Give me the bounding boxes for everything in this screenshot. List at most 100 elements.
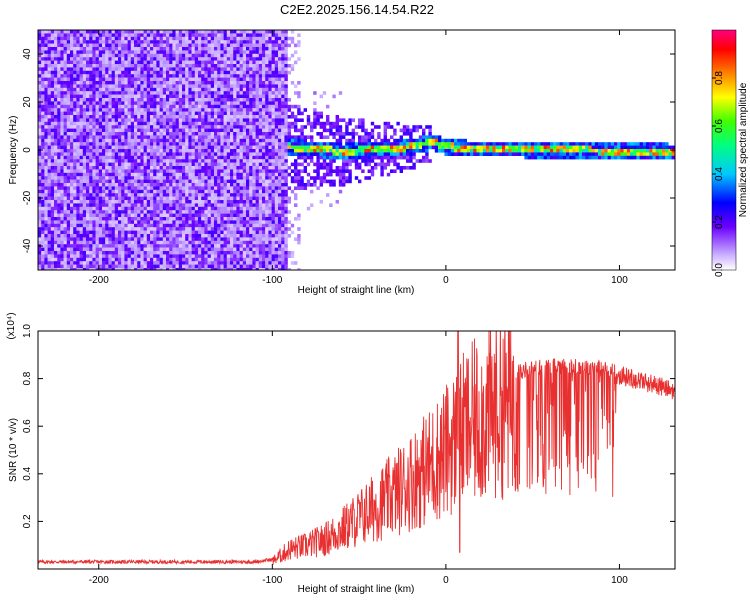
heatmap-cell (226, 261, 231, 265)
heatmap-cell (185, 152, 189, 156)
heatmap-cell (105, 43, 109, 48)
heatmap-cell (111, 87, 115, 92)
heatmap-cell (255, 230, 259, 235)
heatmap-cell (194, 257, 199, 262)
heatmap-cell (220, 121, 224, 126)
heatmap-cell (121, 186, 125, 190)
heatmap-cell (63, 101, 67, 105)
heatmap-cell (201, 53, 205, 58)
heatmap-cell (258, 108, 263, 112)
heatmap-cell (201, 121, 205, 126)
heatmap-cell (143, 145, 147, 150)
heatmap-cell (114, 149, 119, 153)
heatmap-cell (86, 138, 90, 143)
heatmap-cell (220, 159, 224, 163)
heatmap-cell (130, 247, 135, 252)
heatmap-cell (57, 193, 61, 197)
heatmap-cell (169, 67, 173, 71)
heatmap-cell (86, 152, 90, 156)
heatmap-cell (207, 36, 211, 41)
heatmap-cell (249, 189, 253, 194)
heatmap-cell (214, 132, 218, 136)
heatmap-cell (175, 132, 179, 136)
heatmap-cell (156, 118, 160, 122)
heatmap-cell (73, 47, 77, 51)
heatmap-cell (108, 101, 112, 105)
heatmap-cell (143, 108, 147, 112)
heatmap-cell (130, 132, 135, 136)
heatmap-cell (38, 193, 42, 197)
heatmap-cell (156, 111, 160, 116)
heatmap-cell (172, 268, 176, 270)
heatmap-cell (156, 240, 160, 245)
heatmap-cell (162, 145, 167, 150)
heatmap-cell (217, 40, 221, 44)
heatmap-cell (114, 108, 119, 112)
heatmap-cell (226, 176, 231, 180)
heatmap-cell (63, 60, 67, 65)
heatmap-cell (156, 30, 160, 34)
heatmap-cell (191, 108, 195, 112)
heatmap-cell (60, 128, 64, 133)
heatmap-cell (102, 30, 106, 34)
heatmap-cell (70, 203, 74, 207)
heatmap-cell (143, 244, 147, 248)
heatmap-cell (201, 257, 205, 262)
heatmap-cell (73, 217, 77, 221)
heatmap-cell (38, 223, 42, 228)
heatmap-cell (233, 30, 237, 34)
heatmap-cell (82, 125, 87, 129)
heatmap-cell (143, 234, 147, 238)
heatmap-cell (204, 60, 208, 65)
heatmap-cell (156, 183, 160, 187)
heatmap-cell (76, 179, 80, 184)
heatmap-cell (204, 149, 208, 153)
heatmap-cell (76, 36, 80, 41)
heatmap-cell (102, 36, 106, 41)
heatmap-cell (76, 70, 80, 75)
heatmap-cell (210, 36, 215, 41)
heatmap-cell (162, 251, 167, 255)
heatmap-cell (166, 87, 170, 92)
heatmap-cell (86, 254, 90, 258)
heatmap-cell (143, 186, 147, 190)
heatmap-cell (143, 115, 147, 119)
heatmap-cell (191, 74, 195, 78)
heatmap-cell (108, 94, 112, 99)
heatmap-cell (95, 108, 99, 112)
heatmap-cell (217, 162, 221, 167)
heatmap-cell (86, 77, 90, 82)
heatmap-cell (130, 81, 135, 85)
heatmap-cell (182, 149, 186, 153)
heatmap-cell (236, 183, 240, 187)
heatmap-cell (159, 193, 163, 197)
heatmap-cell (258, 118, 263, 122)
heatmap-cell (246, 186, 250, 190)
heatmap-cell (159, 47, 163, 51)
heatmap-cell (137, 172, 141, 177)
heatmap-cell (185, 172, 189, 177)
heatmap-cell (38, 179, 42, 184)
heatmap-cell (252, 217, 256, 221)
heatmap-cell (124, 115, 128, 119)
heatmap-cell (159, 268, 163, 270)
heatmap-cell (153, 121, 157, 126)
heatmap-cell (188, 104, 192, 109)
heatmap-cell (166, 261, 170, 265)
heatmap-cell (169, 87, 173, 92)
heatmap-cell (220, 264, 224, 269)
heatmap-cell (79, 200, 83, 204)
heatmap-cell (82, 179, 87, 184)
heatmap-cell (239, 179, 243, 184)
heatmap-cell (118, 230, 122, 235)
heatmap-cell (210, 145, 215, 150)
heatmap-cell (239, 145, 243, 150)
heatmap-cell (137, 166, 141, 170)
heatmap-cell (60, 70, 64, 75)
heatmap-cell (226, 108, 231, 112)
heatmap-cell (38, 237, 42, 241)
heatmap-cell (156, 210, 160, 214)
heatmap-cell (239, 251, 243, 255)
heatmap-cell (217, 196, 221, 201)
heatmap-cell (124, 53, 128, 58)
